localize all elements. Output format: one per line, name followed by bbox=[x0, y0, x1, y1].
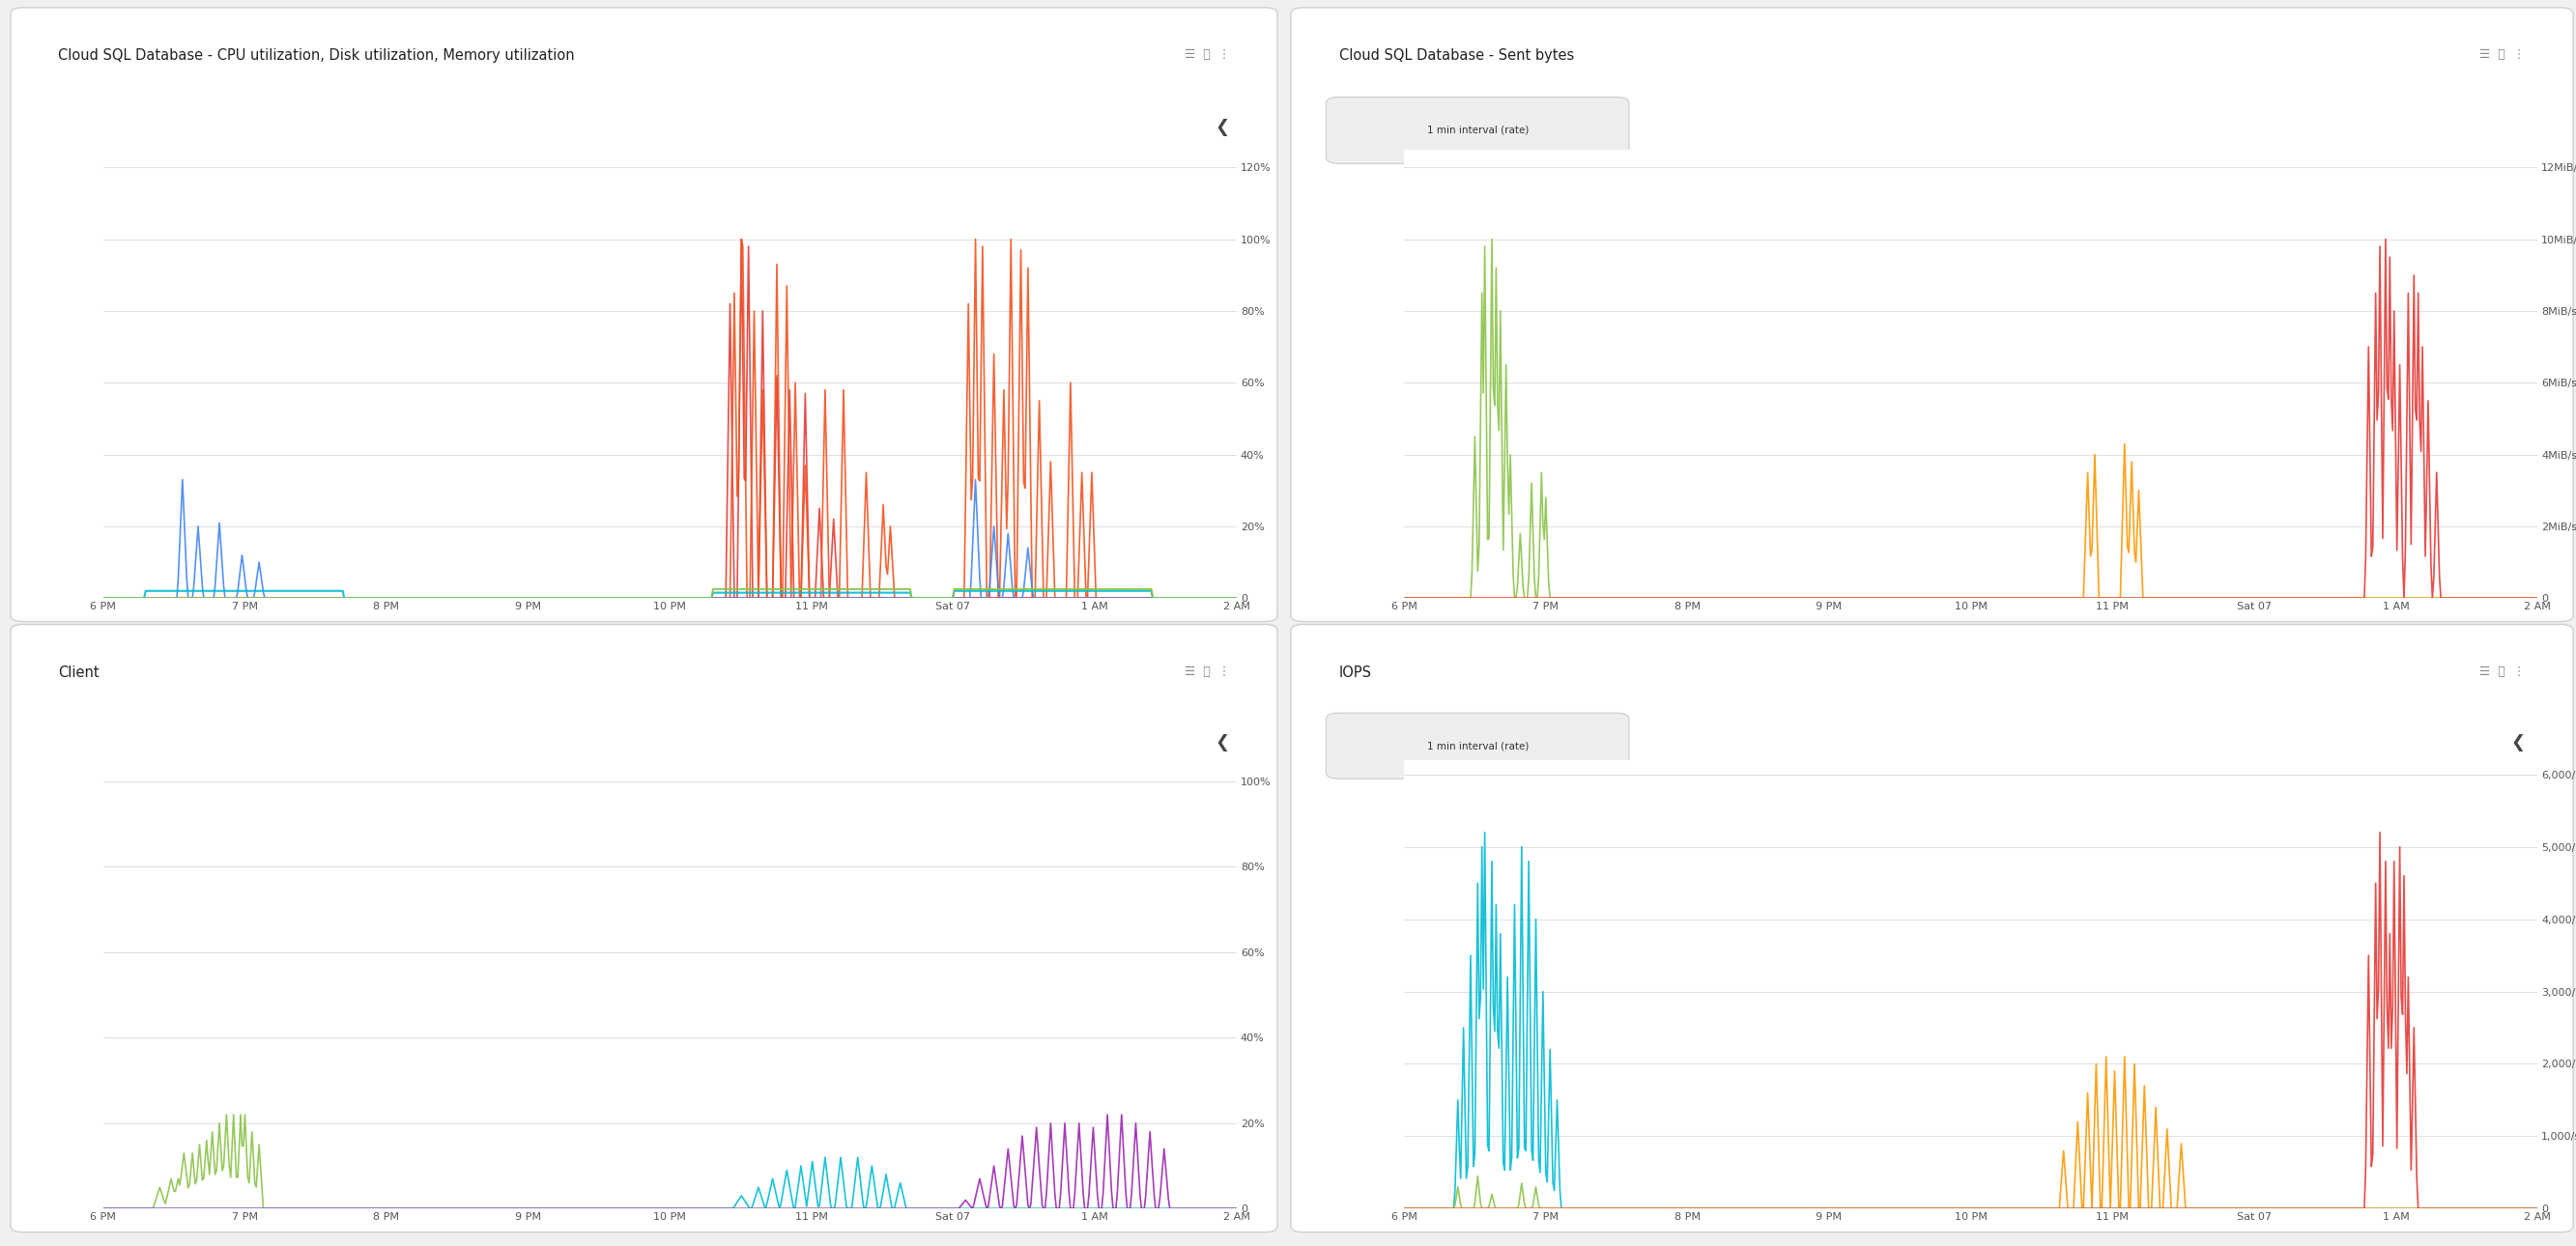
Text: ❮: ❮ bbox=[2512, 734, 2524, 751]
Text: ❮: ❮ bbox=[1216, 734, 1229, 751]
Text: 1 min interval (rate): 1 min interval (rate) bbox=[1427, 126, 1528, 135]
FancyBboxPatch shape bbox=[1327, 713, 1628, 779]
Text: Client: Client bbox=[59, 665, 100, 679]
Text: ☰  ⛶  ⋮: ☰ ⛶ ⋮ bbox=[1185, 49, 1229, 61]
FancyBboxPatch shape bbox=[1291, 624, 2573, 1232]
FancyBboxPatch shape bbox=[1327, 97, 1628, 163]
Text: Cloud SQL Database - Sent bytes: Cloud SQL Database - Sent bytes bbox=[1340, 49, 1574, 64]
FancyBboxPatch shape bbox=[1291, 7, 2573, 622]
FancyBboxPatch shape bbox=[10, 7, 1278, 622]
Text: IOPS: IOPS bbox=[1340, 665, 1370, 679]
Text: ❮: ❮ bbox=[1216, 118, 1229, 136]
Text: Cloud SQL Database - CPU utilization, Disk utilization, Memory utilization: Cloud SQL Database - CPU utilization, Di… bbox=[59, 49, 574, 64]
Text: ☰  ⛶  ⋮: ☰ ⛶ ⋮ bbox=[1185, 665, 1229, 678]
Text: 1 min interval (rate): 1 min interval (rate) bbox=[1427, 741, 1528, 750]
FancyBboxPatch shape bbox=[10, 624, 1278, 1232]
Text: ☰  ⛶  ⋮: ☰ ⛶ ⋮ bbox=[2481, 49, 2524, 61]
Text: ☰  ⛶  ⋮: ☰ ⛶ ⋮ bbox=[2481, 665, 2524, 678]
